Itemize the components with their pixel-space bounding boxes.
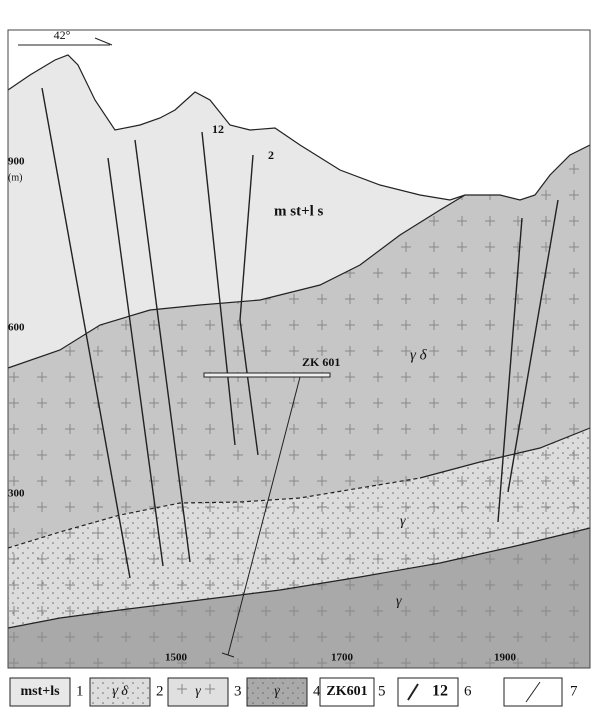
granite-lower-pattern [8, 528, 590, 668]
orientation-arrow [18, 37, 113, 46]
layer-label: γ δ [410, 347, 428, 363]
cover-layer [8, 55, 465, 368]
distance-label: 1700 [331, 652, 354, 664]
legend-box [397, 677, 459, 707]
legend-pattern [247, 678, 307, 706]
elevation-label: (m) [8, 172, 22, 183]
granodiorite-pattern [8, 145, 590, 548]
drill-hole [203, 372, 331, 658]
legend-number: 6 [464, 683, 472, 699]
legend-symbol: γ [274, 684, 280, 699]
legend-number: 3 [234, 683, 242, 699]
elevation-label: 900 [8, 156, 25, 168]
legend-symbol: γ δ [112, 684, 128, 699]
legend-pattern [168, 678, 228, 706]
legend-symbol: γ [195, 684, 201, 699]
legend-symbol: ZK601 [326, 684, 367, 699]
legend-box [9, 677, 71, 707]
legend-fault [407, 683, 419, 701]
fault-label: 12 [212, 122, 224, 136]
layer-label: γ [396, 594, 402, 609]
layer-label: m st+l s [274, 203, 324, 219]
legend-number: 5 [378, 683, 386, 699]
legend-number: 4 [313, 683, 321, 699]
legend-number: 1 [76, 683, 84, 699]
legend-pattern [90, 678, 150, 706]
legend-symbol: mst+ls [20, 684, 60, 699]
layer-label: γ [400, 514, 406, 529]
elevation-label: 600 [8, 322, 25, 334]
frame [7, 29, 591, 669]
legend-line [525, 681, 541, 703]
distance-label: 1900 [494, 652, 517, 664]
faults [41, 87, 559, 579]
fault-label: 2 [268, 148, 274, 162]
distance-label: 1500 [165, 652, 188, 664]
orientation: 42° [54, 28, 71, 42]
granite-plus [8, 428, 590, 628]
legend-symbol: 12 [432, 683, 448, 700]
drill-label: ZK 601 [302, 355, 340, 369]
legend: mst+ls 1 γ δ 2 γ 3 γ 4 ZK601 5 12 6 7 [9, 677, 578, 707]
boundaries [7, 54, 591, 629]
elevation-label: 300 [8, 488, 25, 500]
legend-number: 2 [156, 683, 164, 699]
legend-number: 7 [570, 683, 578, 699]
legend-box [319, 677, 375, 707]
